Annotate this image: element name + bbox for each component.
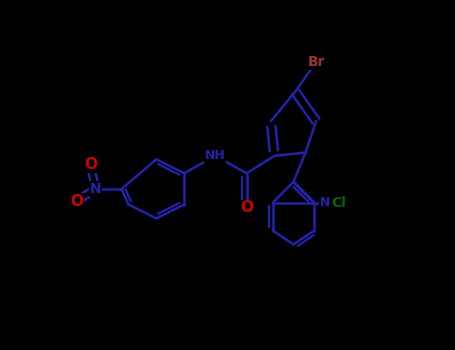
Text: O: O — [70, 194, 83, 209]
Text: NH: NH — [205, 149, 226, 162]
Text: O: O — [84, 157, 97, 172]
Text: O: O — [240, 201, 253, 216]
Text: N: N — [319, 196, 330, 209]
Text: Cl: Cl — [331, 196, 346, 210]
Text: N: N — [90, 182, 101, 196]
Text: Br: Br — [307, 55, 325, 69]
